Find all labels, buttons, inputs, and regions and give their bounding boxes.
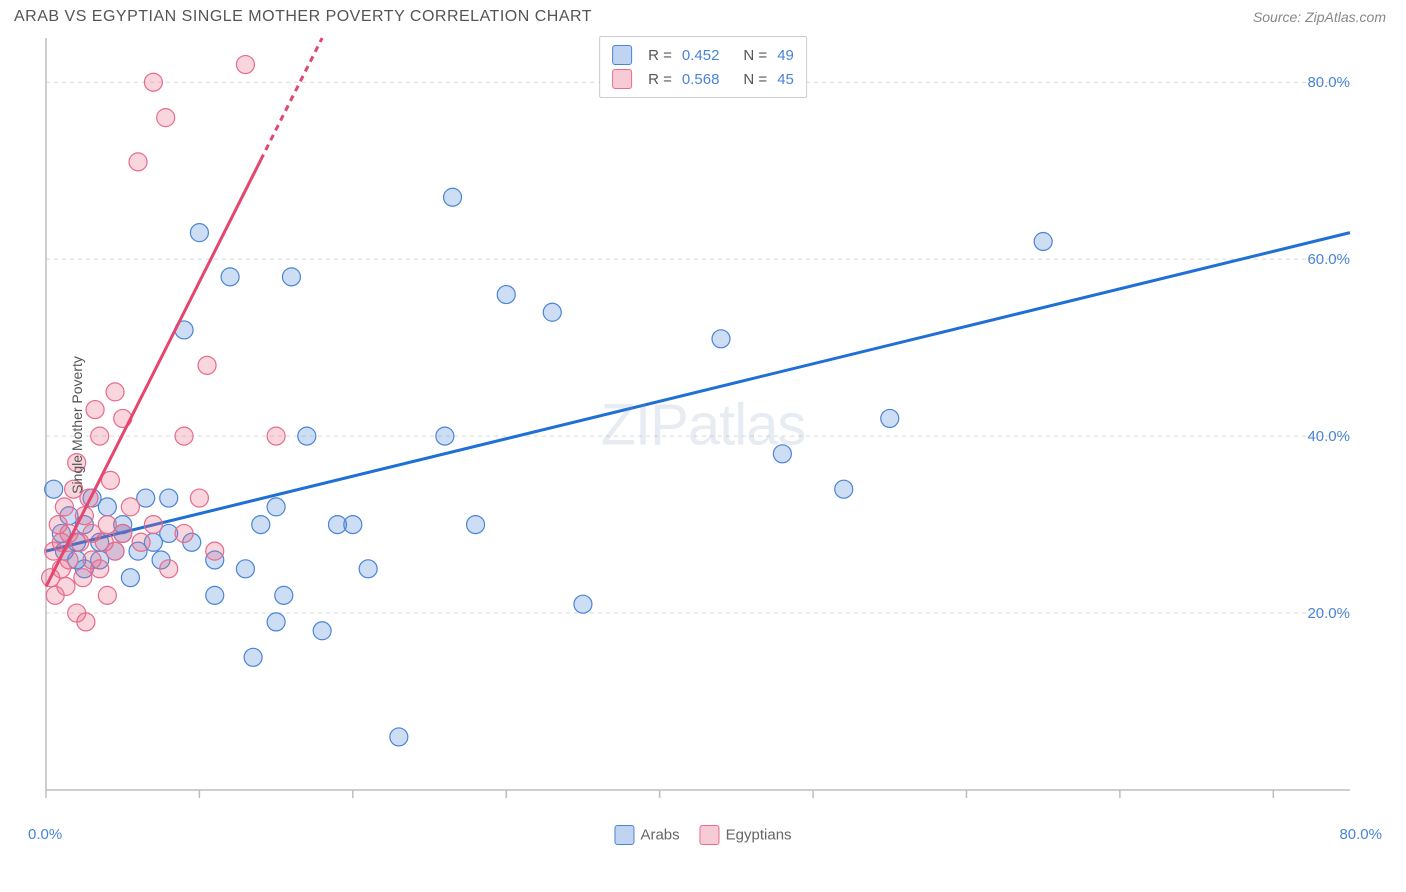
x-axis-min-label: 0.0% — [28, 826, 62, 843]
chart-container: Single Mother Poverty 20.0% 40.0% 60.0% 80.… — [14, 30, 1392, 820]
series-name: Egyptians — [726, 826, 792, 843]
y-axis-label: Single Mother Poverty — [69, 356, 85, 494]
legend-swatch — [614, 825, 634, 845]
svg-text:40.0%: 40.0% — [1307, 428, 1350, 445]
chart-header: ARAB VS EGYPTIAN SINGLE MOTHER POVERTY C… — [0, 0, 1406, 30]
r-value: 0.452 — [682, 47, 720, 64]
x-axis-max-label: 80.0% — [1339, 826, 1382, 843]
series-legend: Arabs Egyptians — [614, 825, 791, 845]
chart-title: ARAB VS EGYPTIAN SINGLE MOTHER POVERTY C… — [14, 8, 592, 26]
svg-text:80.0%: 80.0% — [1307, 74, 1350, 91]
legend-swatch — [612, 69, 632, 89]
svg-text:60.0%: 60.0% — [1307, 251, 1350, 268]
n-value: 45 — [777, 71, 794, 88]
n-label: N = — [743, 71, 767, 88]
correlation-legend-row: R = 0.452 N = 49 — [612, 43, 794, 67]
legend-swatch — [612, 45, 632, 65]
correlation-legend-row: R = 0.568 N = 45 — [612, 67, 794, 91]
scatter-chart: 20.0% 40.0% 60.0% 80.0% — [14, 30, 1366, 820]
svg-text:20.0%: 20.0% — [1307, 605, 1350, 622]
series-name: Arabs — [640, 826, 679, 843]
correlation-legend: R = 0.452 N = 49 R = 0.568 N = 45 — [599, 36, 807, 98]
r-label: R = — [648, 47, 672, 64]
series-legend-item: Egyptians — [700, 825, 792, 845]
x-axis-bar: 0.0% Arabs Egyptians 80.0% — [0, 820, 1406, 843]
source-label: Source: ZipAtlas.com — [1253, 9, 1386, 25]
r-label: R = — [648, 71, 672, 88]
r-value: 0.568 — [682, 71, 720, 88]
n-label: N = — [743, 47, 767, 64]
legend-swatch — [700, 825, 720, 845]
n-value: 49 — [777, 47, 794, 64]
series-legend-item: Arabs — [614, 825, 679, 845]
